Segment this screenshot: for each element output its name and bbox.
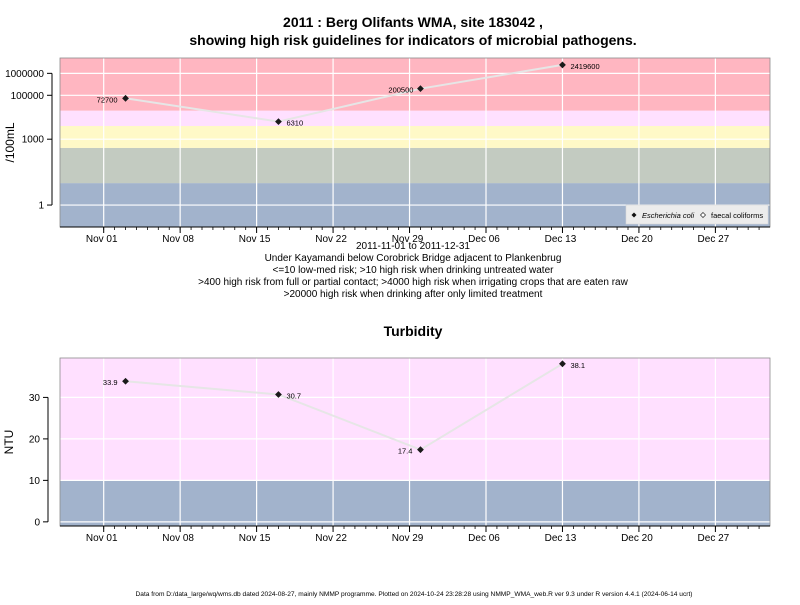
panel-title: Turbidity — [384, 323, 443, 339]
y-tick-label: 0 — [34, 517, 40, 528]
y-tick-label: 10 — [29, 476, 41, 487]
y-tick-label: 30 — [29, 393, 41, 404]
data-point-marker — [275, 118, 282, 126]
x-tick-label: Dec 13 — [545, 234, 577, 245]
x-tick-label: Nov 15 — [239, 533, 271, 544]
guideline-band-2 — [60, 358, 770, 481]
x-tick-label: Nov 22 — [315, 533, 347, 544]
guideline-band-2 — [60, 147, 770, 184]
x-tick-label: Nov 29 — [392, 234, 424, 245]
guideline-band-4 — [60, 110, 770, 126]
data-point-marker — [559, 360, 566, 368]
subtitle-site-description: Under Kayamandi below Corobrick Bridge a… — [265, 253, 562, 264]
x-tick-label: Nov 01 — [86, 234, 118, 245]
data-point-label: 200500 — [388, 86, 413, 95]
x-tick-label: Nov 22 — [315, 234, 347, 245]
subtitle-date-range: 2011-11-01 to 2011-12-31 — [356, 241, 470, 252]
y-axis-label: NTU — [2, 430, 16, 455]
chart-legend: Escherichia coli faecal coliforms — [625, 204, 769, 225]
data-point-marker — [417, 85, 424, 93]
x-tick-label: Dec 06 — [468, 234, 500, 245]
y-tick-label: 1 — [38, 201, 44, 212]
x-tick-label: Nov 01 — [86, 533, 118, 544]
x-tick-label: Dec 27 — [698, 234, 730, 245]
x-tick-label: Nov 08 — [162, 234, 194, 245]
chart-title-line2: showing high risk guidelines for indicat… — [189, 32, 636, 48]
data-point-marker — [417, 446, 424, 454]
subtitle-guideline-treatment: >20000 high risk when drinking after onl… — [284, 289, 543, 300]
x-tick-label: Nov 15 — [239, 234, 271, 245]
x-tick-label: Dec 06 — [468, 533, 500, 544]
x-tick-label: Dec 27 — [698, 533, 730, 544]
x-tick-label: Dec 20 — [621, 533, 653, 544]
data-point-label: 38.1 — [570, 361, 585, 370]
legend-box — [625, 204, 769, 225]
turbidity-plot: 0 10 20 30 NTU Nov 01 Nov 08 Nov 15 Nov 22 Nov 29… — [2, 323, 771, 544]
microbial-plot: 1 1000 100000 1000000/100mL Nov 01 Nov 08 Nov … — [3, 57, 771, 245]
data-point-marker — [559, 61, 566, 69]
subtitle-guideline-contact: >400 high risk from full or partial cont… — [198, 277, 628, 288]
footer-note: Data from D:/data_large/wq/wms.db dated … — [136, 591, 693, 598]
data-point-marker — [275, 391, 282, 398]
legend-marker-faecal-coliforms — [699, 211, 707, 219]
legend-label-e-coli: Escherichia coli — [642, 211, 694, 220]
data-point-label: 17.4 — [398, 447, 413, 456]
x-tick-label: Nov 08 — [162, 533, 194, 544]
data-point-label: 30.7 — [286, 392, 301, 401]
data-point-label: 72700 — [97, 95, 118, 104]
y-tick-label: 100000 — [11, 91, 45, 102]
y-tick-label: 20 — [29, 434, 41, 445]
data-point-label: 2419600 — [570, 62, 599, 71]
x-tick-label: Dec 20 — [621, 234, 653, 245]
x-tick-label: Dec 13 — [545, 533, 577, 544]
legend-label-faecal-coliforms: faecal coliforms — [711, 211, 763, 220]
subtitle-guideline-drinking: <=10 low-med risk; >10 high risk when dr… — [273, 265, 555, 276]
y-axis-label: /100mL — [3, 122, 17, 162]
guideline-band-1 — [60, 480, 770, 526]
series-line — [125, 362, 564, 451]
y-tick-label: 1000 — [22, 135, 45, 146]
chart-title-line1: 2011 : Berg Olifants WMA, site 183042 , — [283, 14, 543, 30]
data-point-label: 33.9 — [103, 378, 118, 387]
guideline-band-5 — [60, 58, 770, 111]
series-line — [125, 63, 563, 123]
x-tick-label: Nov 29 — [392, 533, 424, 544]
y-tick-label: 1000000 — [5, 69, 44, 80]
data-point-label: 6310 — [286, 119, 303, 128]
data-point-marker — [122, 94, 129, 102]
data-point-marker — [122, 377, 129, 385]
guideline-band-3 — [60, 125, 770, 148]
legend-marker-e-coli — [631, 212, 637, 218]
